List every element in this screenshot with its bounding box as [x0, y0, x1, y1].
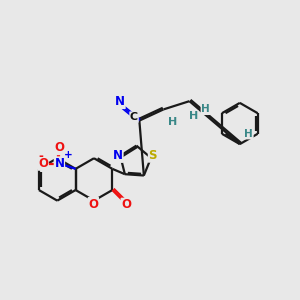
Text: H: H: [189, 111, 198, 121]
Text: C: C: [130, 112, 138, 122]
Text: N: N: [113, 149, 123, 162]
Text: O: O: [88, 198, 98, 211]
Text: H: H: [201, 104, 210, 114]
Text: N: N: [115, 95, 125, 108]
Text: H: H: [244, 129, 253, 139]
Text: O: O: [38, 157, 48, 170]
Text: N: N: [54, 157, 64, 170]
Text: S: S: [148, 149, 157, 162]
Text: -: -: [38, 150, 43, 163]
Text: O: O: [54, 141, 64, 154]
Text: H: H: [168, 117, 177, 127]
Text: O: O: [121, 198, 131, 212]
Text: +: +: [64, 150, 73, 160]
